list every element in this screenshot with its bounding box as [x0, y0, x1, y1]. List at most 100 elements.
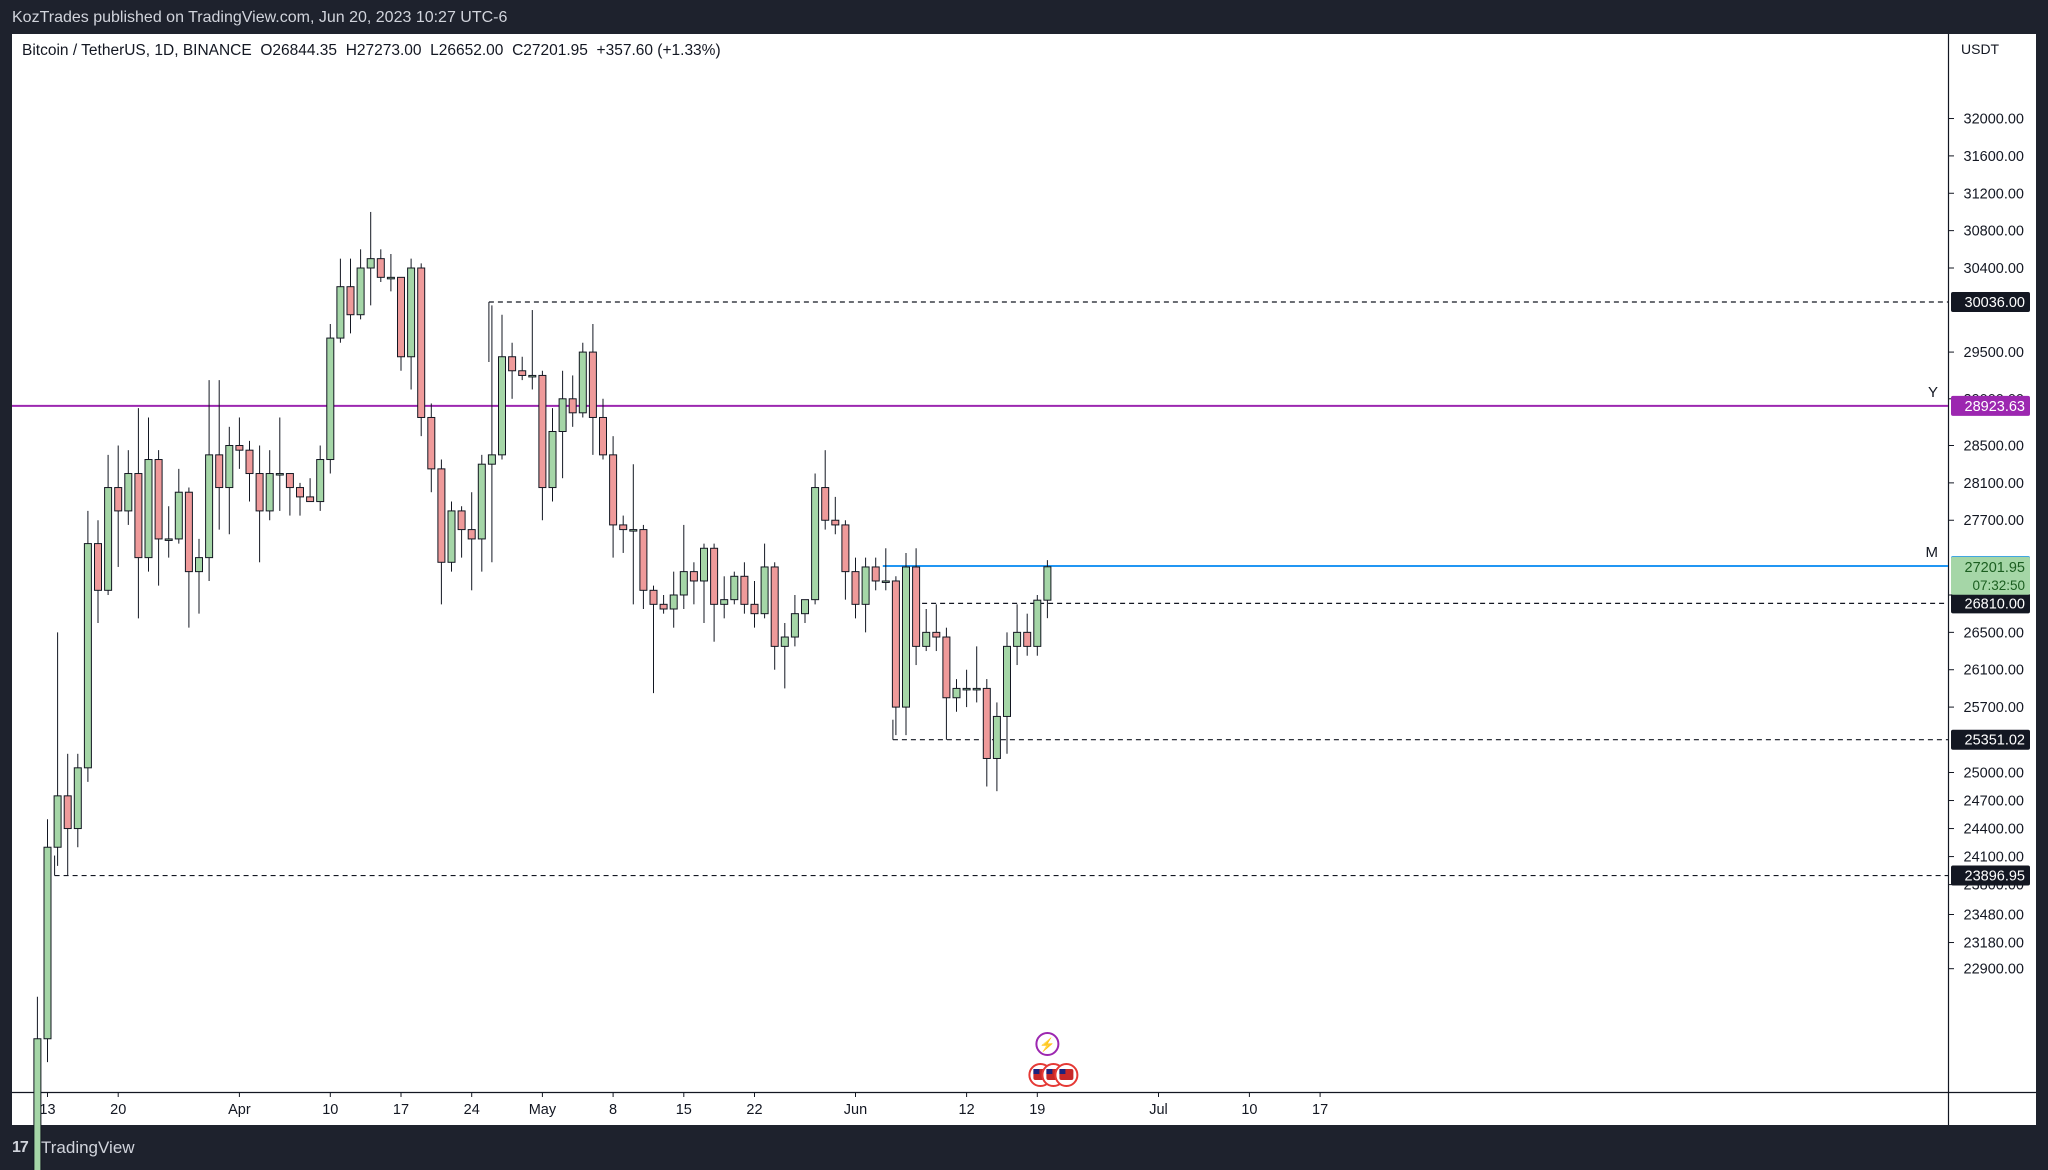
- candle-body: [245, 449, 254, 475]
- tradingview-logo-icon[interactable]: 17: [12, 1139, 29, 1156]
- candle-body: [932, 631, 941, 638]
- candle-body: [1003, 645, 1011, 717]
- candle-body: [1033, 599, 1042, 647]
- candle-body: [265, 473, 274, 512]
- y-tick-label: 24400.00: [1964, 822, 2024, 838]
- candle-body: [326, 337, 335, 461]
- x-tick-label: 22: [746, 1102, 762, 1118]
- ohlc-high: H27273.00: [345, 42, 422, 59]
- candle-body: [467, 529, 476, 540]
- candle-body: [124, 473, 133, 512]
- x-tick-label: 20: [110, 1102, 126, 1118]
- y-tick-label: 31600.00: [1964, 149, 2024, 165]
- us-flag-canton: [1033, 1069, 1040, 1074]
- y-tick-label: 30400.00: [1964, 261, 2024, 277]
- candle-body: [962, 687, 971, 691]
- candle-body: [1043, 566, 1052, 601]
- footer-bar: 17 TradingView: [0, 1125, 2048, 1170]
- candle-body: [508, 356, 517, 372]
- candle-body: [104, 487, 113, 591]
- candle-body: [144, 459, 153, 559]
- candle-body: [477, 463, 486, 540]
- candle-body: [498, 356, 506, 456]
- candle-body: [447, 510, 456, 563]
- candle-body: [912, 566, 921, 647]
- candle-body: [861, 566, 870, 605]
- candle-body: [356, 267, 365, 316]
- candle-body: [538, 374, 547, 489]
- candle-body: [164, 538, 173, 541]
- y-tick-label: 29500.00: [1964, 345, 2024, 361]
- level-price-label: 25351.02: [1965, 733, 2025, 749]
- symbol-name: Bitcoin / TetherUS, 1D, BINANCE: [22, 42, 252, 59]
- candle-body: [457, 510, 466, 531]
- candle-body: [528, 374, 537, 378]
- y-tick-label: 27700.00: [1964, 513, 2024, 529]
- x-tick-label: Jun: [844, 1102, 867, 1118]
- candle-body: [649, 589, 658, 605]
- lightning-event-icon: [1035, 1032, 1060, 1056]
- candle-body: [33, 1038, 42, 1170]
- candle-body: [629, 529, 638, 532]
- candle-body: [609, 454, 618, 526]
- candle-body: [235, 445, 244, 451]
- x-tick-label: 15: [676, 1102, 692, 1118]
- x-tick-label: Apr: [228, 1102, 251, 1118]
- candle-body: [174, 491, 183, 540]
- candle-body: [720, 599, 729, 605]
- candle-body: [821, 487, 830, 521]
- last-price-tag: [1951, 556, 2030, 595]
- candle-body: [558, 398, 567, 432]
- level-price-tag: [1951, 593, 2030, 614]
- candle-body: [811, 487, 820, 601]
- candle-body: [407, 267, 416, 358]
- level-price-label: 23896.95: [1965, 869, 2025, 885]
- candle-body: [740, 575, 749, 605]
- candle-body: [1013, 631, 1022, 647]
- candle-body: [195, 557, 203, 573]
- candle-body: [730, 575, 739, 601]
- candle-body: [397, 276, 405, 358]
- candle-body: [487, 454, 496, 465]
- x-tick-label: May: [529, 1102, 557, 1118]
- x-tick-label: 17: [393, 1102, 409, 1118]
- candle-body: [336, 286, 345, 339]
- candle-body: [53, 795, 62, 848]
- candle-body: [296, 487, 304, 498]
- candle-body: [689, 571, 698, 582]
- ohlc-close: C27201.95: [512, 42, 588, 59]
- currency-label: USDT: [1961, 41, 2000, 57]
- candle-body: [285, 473, 294, 489]
- candle-body: [73, 767, 82, 830]
- candle-body: [679, 571, 688, 596]
- candle-body: [427, 416, 436, 470]
- us-flag-canton: [1046, 1069, 1053, 1074]
- level-price-tag: [1951, 729, 2030, 750]
- candle-body: [972, 687, 981, 691]
- candle-body: [437, 468, 446, 563]
- candle-body: [790, 613, 799, 638]
- brand-name[interactable]: TradingView: [41, 1138, 135, 1157]
- candle-body: [306, 496, 315, 503]
- candle-body: [376, 258, 385, 278]
- candle-body: [750, 603, 759, 615]
- candle-body: [619, 524, 628, 531]
- x-tick-label: 13: [39, 1102, 55, 1118]
- y-tick-label: 24700.00: [1964, 794, 2024, 810]
- candle-body: [599, 416, 607, 456]
- chart-frame: [12, 34, 2036, 1125]
- candle-body: [922, 631, 931, 647]
- candle-body: [588, 351, 597, 418]
- x-tick-label: 10: [322, 1102, 338, 1118]
- y-tick-label: 24100.00: [1964, 850, 2024, 866]
- candle-body: [669, 594, 678, 610]
- symbol-legend: Bitcoin / TetherUS, 1D, BINANCE O26844.3…: [22, 42, 721, 60]
- candle-body: [902, 566, 910, 708]
- candle-body: [205, 454, 214, 559]
- key-level-price-label: 28923.63: [1965, 399, 2025, 415]
- candle-body: [710, 547, 719, 605]
- candle-body: [851, 571, 860, 605]
- candle-body: [760, 566, 769, 615]
- y-tick-label: 26100.00: [1964, 663, 2024, 679]
